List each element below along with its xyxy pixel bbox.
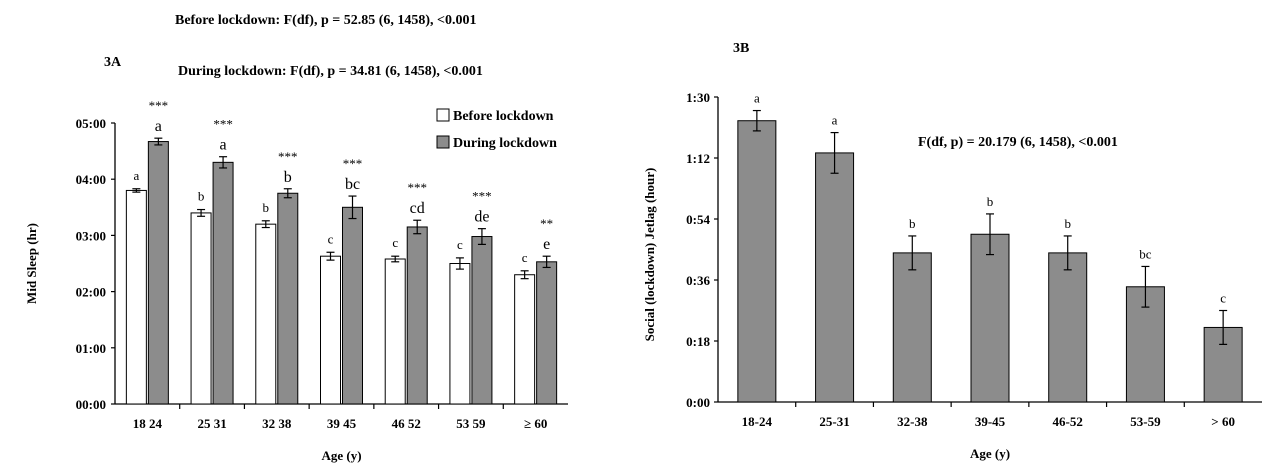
x-tick-label-3b: 39-45 [975,414,1006,429]
y-axis-label-3a: Mid Sleep (hr) [24,223,39,304]
significance-label: *** [278,149,298,164]
y-tick-label-3a: 01:00 [76,341,106,356]
chart-3a: 00:00 01:00 02:00 03:00 04:00 05:00 Mid Sleep … [24,98,568,463]
stat-before-3a: Before lockdown: F(df), p = 52.85 (6, 14… [175,13,477,28]
significance-label: *** [149,98,169,113]
x-tick-label-3b: 18-24 [742,414,773,429]
legend-swatch-before [436,108,450,122]
bar-social-jetlag [970,233,1010,403]
significance-label: *** [213,117,233,132]
bar-social-jetlag [815,152,855,403]
x-tick-label-3a: 46 52 [392,416,421,431]
y-tick-label-3b: 0:00 [686,395,710,410]
stat-during-3a: During lockdown: F(df), p = 34.81 (6, 14… [178,64,483,79]
letter-label-before: c [328,231,334,246]
letter-label-before: a [133,168,139,183]
y-tick-label-3a: 05:00 [76,116,106,131]
letter-label-before: b [263,200,270,215]
x-tick-label-3a: 39 45 [327,416,357,431]
x-tick-label-3a: 53 59 [456,416,486,431]
y-tick-label-3a: 00:00 [76,397,106,412]
letter-label-3b: a [832,113,838,128]
y-tick-label-3b: 0:18 [686,334,710,349]
bar-before-lockdown [255,223,277,405]
x-tick-label-3b: 32-38 [897,414,928,429]
panel-label-3b: 3B [733,41,749,56]
bar-before-lockdown [320,255,341,405]
significance-label: *** [472,189,492,204]
letter-label-during: cd [410,200,425,217]
letter-label-during: b [284,169,292,186]
letter-label-during: de [474,209,489,226]
bar-during-lockdown [406,226,428,405]
y-tick-label-3b: 0:36 [686,273,710,288]
panel-label-3a: 3A [104,55,122,70]
bar-social-jetlag [1048,252,1088,403]
letter-label-during: e [543,236,550,253]
letter-label-3b: a [754,91,760,106]
letter-label-3b: b [987,194,994,209]
x-tick-label-3b: > 60 [1211,414,1235,429]
x-axis-label-3a: Age (y) [321,448,361,463]
letter-label-before: c [522,250,528,265]
y-tick-label-3b: 1:12 [686,151,710,166]
letter-label-3b: b [1064,216,1071,231]
legend-label-during: During lockdown [453,136,557,151]
letter-label-during: bc [345,176,360,193]
y-tick-label-3b: 1:30 [686,90,710,105]
y-tick-label-3a: 02:00 [76,285,106,300]
bar-during-lockdown [536,261,558,405]
bar-during-lockdown [277,192,299,405]
letter-label-during: a [220,137,227,154]
significance-label: *** [407,180,427,195]
bar-during-lockdown [471,236,493,405]
x-tick-label-3b: 46-52 [1053,414,1083,429]
x-tick-label-3b: 25-31 [819,414,849,429]
significance-label: *** [343,156,363,171]
bar-before-lockdown [514,274,536,405]
bar-during-lockdown [212,161,234,405]
letter-label-before: b [198,189,205,204]
bar-before-lockdown [449,263,471,405]
bar-before-lockdown [384,258,406,405]
x-tick-label-3b: 53-59 [1130,414,1161,429]
y-tick-label-3a: 03:00 [76,228,106,243]
bar-social-jetlag [892,252,932,403]
bar-during-lockdown [342,206,363,405]
x-tick-label-3a: 25 31 [197,416,226,431]
x-axis-label-3b: Age (y) [970,446,1010,461]
legend-label-before: Before lockdown [453,109,554,124]
x-tick-label-3a: 18 24 [133,416,163,431]
stat-3b: F(df, p) = 20.179 (6, 1458), <0.001 [918,135,1118,150]
letter-label-during: a [155,118,162,135]
bar-before-lockdown [190,212,212,405]
bar-social-jetlag [737,120,777,403]
letter-label-3b: b [909,216,916,231]
letter-label-before: c [457,237,463,252]
x-tick-label-3a: 32 38 [262,416,292,431]
y-tick-label-3b: 0:54 [686,212,710,227]
chart-3b: 0:00 0:18 0:36 0:54 1:12 1:30 Social (lockdown… [642,90,1262,461]
legend-swatch-during [436,135,450,149]
letter-label-before: c [392,235,398,250]
bar-before-lockdown [125,189,147,405]
y-axis-label-3b: Social (lockdown) Jetlag (hour) [642,168,657,342]
significance-label: ** [540,216,553,231]
x-tick-label-3a: ≥ 60 [524,416,547,431]
letter-label-3b: bc [1139,246,1152,261]
bar-during-lockdown [147,141,169,405]
letter-label-3b: c [1220,291,1226,306]
y-tick-label-3a: 04:00 [76,172,106,187]
